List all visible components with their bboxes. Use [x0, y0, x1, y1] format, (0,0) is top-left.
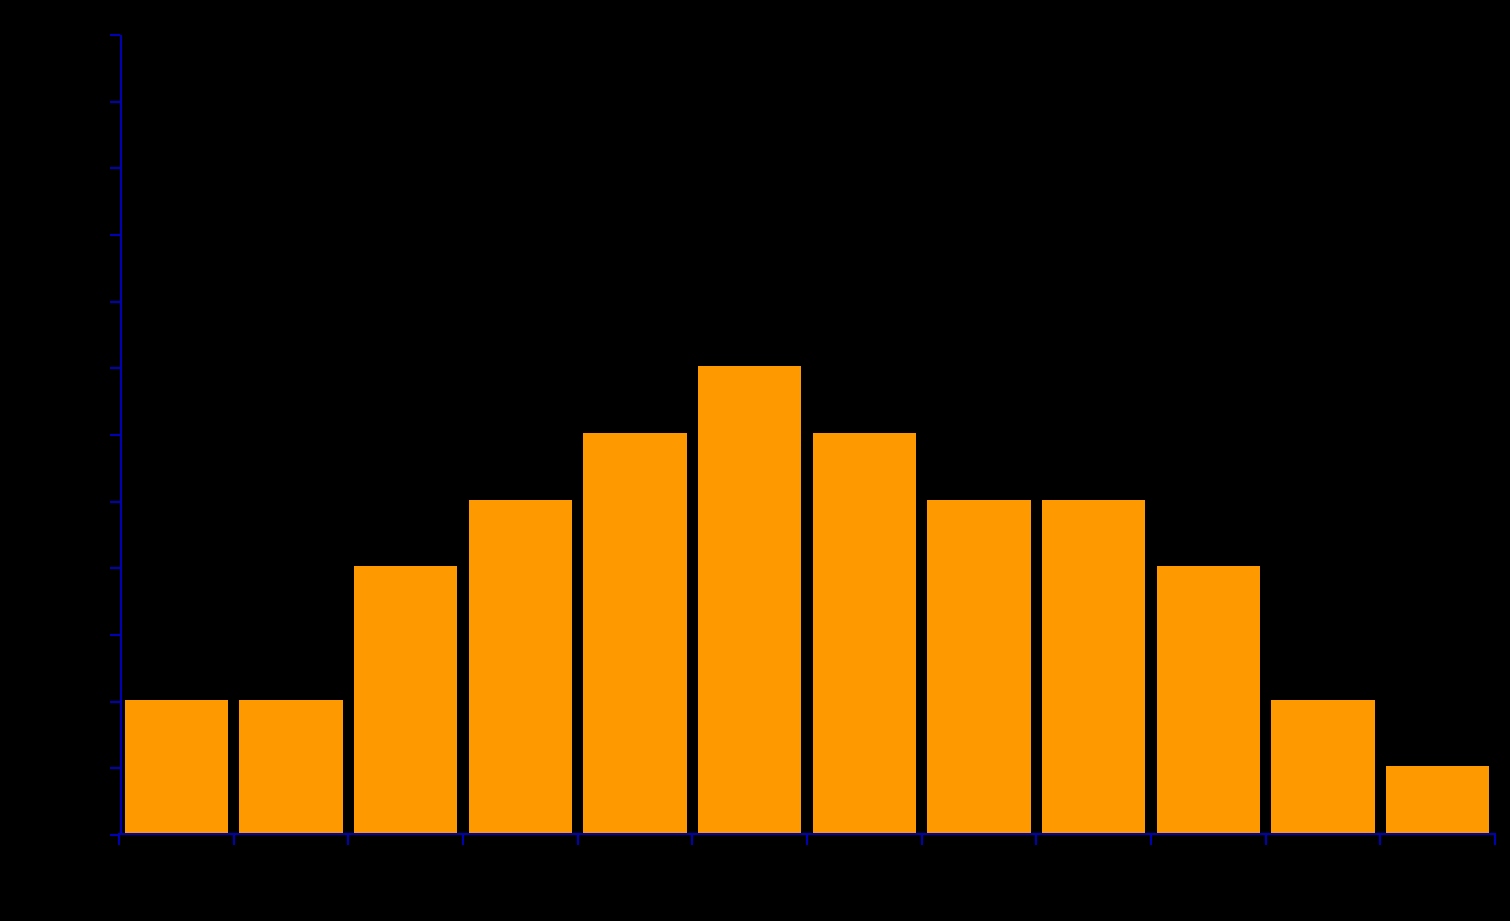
y-axis-tick	[110, 367, 120, 370]
y-axis-tick	[110, 500, 120, 503]
bar	[698, 366, 802, 833]
x-axis-tick	[1264, 833, 1267, 845]
y-axis-tick	[110, 700, 120, 703]
x-axis-tick	[232, 833, 235, 845]
y-axis-tick	[110, 434, 120, 436]
y-axis-tick	[110, 100, 120, 103]
bar	[468, 499, 572, 833]
y-axis-tick	[110, 767, 120, 770]
bar	[124, 699, 228, 833]
y-axis-tick	[110, 834, 120, 836]
x-axis-tick	[462, 833, 464, 845]
bar	[1271, 699, 1375, 833]
bar	[1042, 499, 1146, 833]
x-axis-tick	[1035, 833, 1038, 845]
bar	[812, 433, 916, 833]
y-axis-tick	[110, 34, 120, 36]
x-axis-tick	[1150, 833, 1152, 845]
y-axis-tick	[110, 234, 120, 236]
y-axis-tick	[110, 300, 120, 303]
bar	[1156, 566, 1260, 833]
y-axis-tick	[110, 167, 120, 170]
y-axis-tick	[110, 634, 120, 636]
x-axis-tick	[347, 833, 350, 845]
x-axis-tick	[806, 833, 808, 845]
bar	[583, 433, 687, 833]
bar	[927, 499, 1031, 833]
x-axis-tick	[118, 833, 120, 845]
x-axis-tick	[691, 833, 694, 845]
bar	[354, 566, 458, 833]
y-axis-tick	[110, 567, 120, 570]
bar	[239, 699, 343, 833]
x-axis-tick	[1379, 833, 1382, 845]
x-axis-tick	[576, 833, 579, 845]
x-axis-tick	[920, 833, 923, 845]
x-axis-tick	[1494, 833, 1496, 845]
bar	[1386, 766, 1490, 833]
y-axis	[120, 35, 122, 835]
